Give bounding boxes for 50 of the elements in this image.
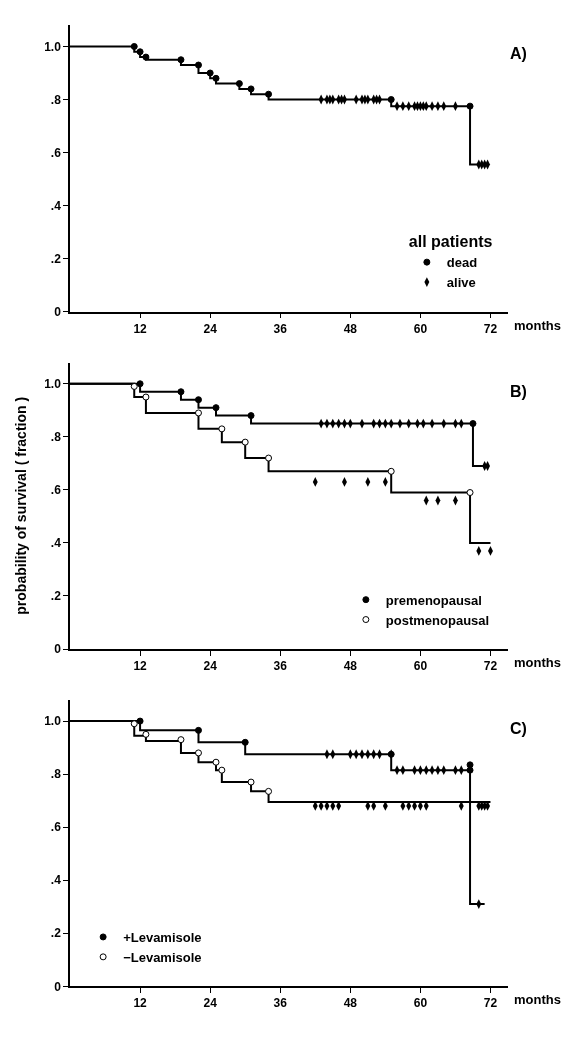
y-tick-label: .6 — [50, 820, 62, 835]
x-tick-label: 72 — [483, 659, 498, 674]
legend-label: postmenopausal — [385, 612, 490, 628]
y-tick-label: .8 — [50, 767, 62, 782]
x-tick-label: 48 — [343, 659, 358, 674]
x-axis-title: months — [514, 655, 561, 670]
x-tick-label: 72 — [483, 321, 498, 336]
y-tick-label: 0 — [54, 979, 62, 994]
x-tick-label: 12 — [133, 996, 148, 1011]
y-tick-label: .4 — [50, 536, 62, 551]
y-tick-label: .2 — [50, 251, 62, 266]
y-tick-label: 1.0 — [44, 376, 62, 391]
x-axis-title: months — [514, 992, 561, 1007]
x-tick-label: 36 — [273, 996, 288, 1011]
y-tick-label: .2 — [50, 589, 62, 604]
y-axis-title: probability of survival ( fraction ) — [13, 396, 30, 615]
x-tick-label: 60 — [413, 659, 428, 674]
y-tick-label: 1.0 — [44, 39, 62, 54]
legend-label: premenopausal — [385, 592, 482, 608]
legend-label: +Levamisole — [123, 930, 202, 946]
x-tick-label: 12 — [133, 659, 148, 674]
x-tick-label: 12 — [133, 321, 148, 336]
y-tick-label: .2 — [50, 926, 62, 941]
y-tick-label: .8 — [50, 92, 62, 107]
x-tick-label: 36 — [273, 321, 288, 336]
x-tick-label: 72 — [483, 996, 498, 1011]
legend-title: all patients — [408, 233, 493, 251]
y-tick-label: 0 — [54, 304, 62, 319]
x-tick-label: 48 — [343, 996, 358, 1011]
legend-label: dead — [446, 255, 478, 271]
x-tick-label: 24 — [203, 659, 218, 674]
x-tick-label: 60 — [413, 996, 428, 1011]
x-tick-label: 24 — [203, 321, 218, 336]
x-tick-label: 60 — [413, 321, 428, 336]
legend-label: −Levamisole — [123, 949, 202, 965]
y-tick-label: .4 — [50, 198, 62, 213]
y-tick-label: .8 — [50, 430, 62, 445]
y-tick-label: 1.0 — [44, 714, 62, 729]
text: A) — [510, 45, 527, 62]
x-tick-label: 48 — [343, 321, 358, 336]
text: C) — [510, 720, 527, 737]
x-tick-label: 36 — [273, 659, 288, 674]
y-tick-label: .4 — [50, 873, 62, 888]
text: B) — [510, 383, 527, 400]
y-tick-label: .6 — [50, 145, 62, 160]
x-axis-title: months — [514, 318, 561, 333]
y-tick-label: .6 — [50, 483, 62, 498]
x-tick-label: 24 — [203, 996, 218, 1011]
legend-label: alive — [446, 275, 476, 291]
y-tick-label: 0 — [54, 642, 62, 657]
